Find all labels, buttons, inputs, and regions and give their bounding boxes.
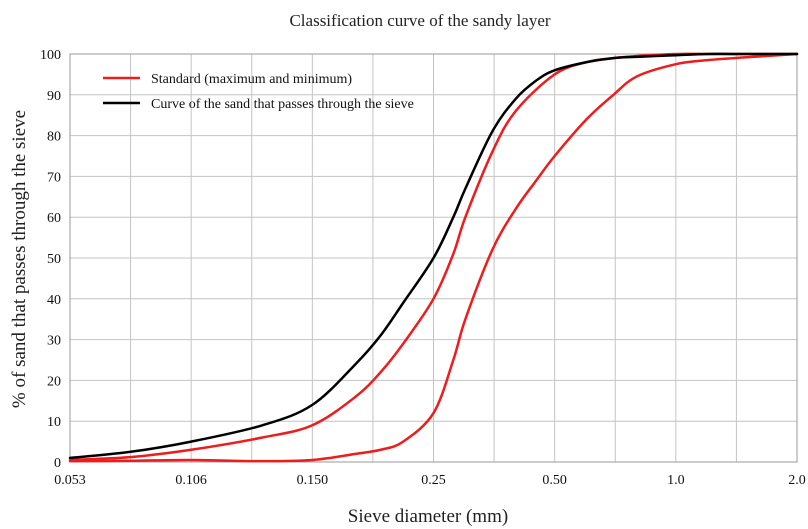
chart-title: Classification curve of the sandy layer [289,11,550,30]
y-tick-label: 10 [47,415,61,430]
y-tick-label: 20 [47,374,61,389]
x-tick-label: 0.25 [421,473,446,488]
x-tick-label: 0.150 [297,473,329,488]
series-line-0 [68,52,799,463]
x-tick-label: 1.0 [667,473,685,488]
series-lines [68,52,799,463]
x-tick-label: 0.106 [175,473,207,488]
x-tick-labels: 0.053 0.106 0.150 0.25 0.50 1.0 2.0 [54,473,806,488]
y-tick-label: 30 [47,334,61,349]
series-line-2 [68,52,799,460]
y-tick-label: 40 [47,293,61,308]
y-tick-label: 60 [47,211,61,226]
legend-label: Standard (maximum and minimum) [151,72,352,87]
legend-label: Curve of the sand that passes through th… [151,97,414,112]
x-tick-label: 2.0 [788,473,806,488]
y-tick-label: 70 [47,170,61,185]
x-tick-label: 0.50 [542,473,567,488]
y-tick-label: 50 [47,252,61,267]
y-tick-label: 90 [47,89,61,104]
x-axis-label: Sieve diameter (mm) [348,506,508,527]
y-tick-label: 100 [40,48,61,63]
y-tick-label: 0 [54,456,61,471]
y-tick-label: 80 [47,130,61,145]
plot-frame [69,53,798,463]
y-axis-label: % of sand that passes through the sieve [9,110,30,408]
y-tick-labels: 0 10 20 30 40 50 60 70 80 90 100 [40,48,61,471]
x-tick-label: 0.053 [54,473,86,488]
legend: Standard (maximum and minimum) Curve of t… [103,72,414,112]
